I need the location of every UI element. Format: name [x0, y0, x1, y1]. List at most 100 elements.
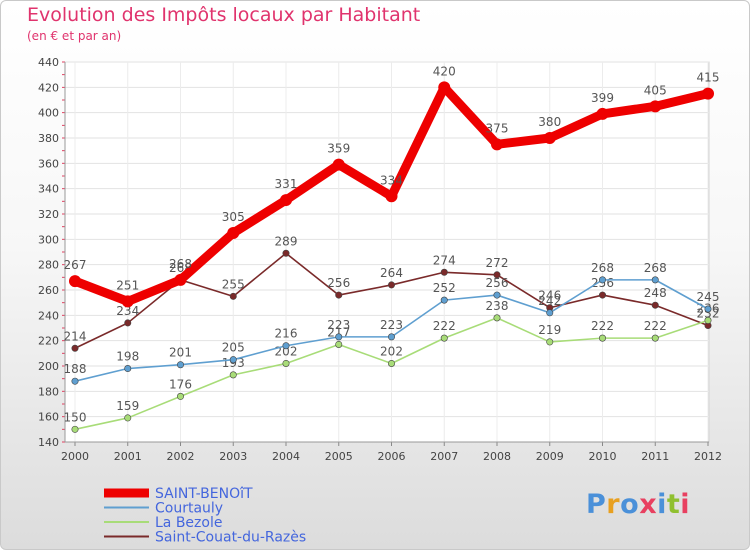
- series-point-0: [280, 194, 292, 207]
- series-point-2: [440, 334, 448, 342]
- data-label-3: 289: [275, 234, 298, 248]
- proxiti-logo: Proxiti: [586, 489, 690, 520]
- data-label-1: 205: [222, 341, 245, 355]
- y-tick-label: 160: [38, 411, 59, 424]
- series-point-3: [387, 281, 395, 289]
- data-label-1: 242: [538, 294, 561, 308]
- series-point-2: [124, 414, 132, 422]
- y-tick-label: 220: [38, 335, 59, 348]
- series-point-0: [491, 138, 503, 151]
- data-label-3: 246: [538, 289, 561, 303]
- data-label-3: 248: [644, 286, 667, 300]
- legend-label-1: Courtauly: [155, 501, 223, 517]
- data-label-0: 267: [64, 258, 87, 272]
- logo-letter: i: [680, 489, 691, 520]
- data-label-0: 415: [697, 71, 720, 85]
- y-tick-label: 380: [38, 132, 59, 145]
- y-tick-label: 260: [38, 284, 59, 297]
- x-tick-label: 2005: [325, 450, 353, 463]
- legend-label-0: SAINT-BENOîT: [155, 486, 253, 502]
- chart-title: Evolution des Impôts locaux par Habitant: [27, 4, 421, 26]
- series-point-1: [651, 276, 659, 284]
- series-point-1: [598, 276, 606, 284]
- logo-letter: r: [606, 489, 621, 520]
- series-point-3: [71, 344, 79, 352]
- series-point-2: [651, 334, 659, 342]
- data-label-3: 272: [486, 256, 509, 270]
- x-tick-label: 2009: [536, 450, 564, 463]
- series-point-3: [651, 301, 659, 309]
- y-tick-label: 280: [38, 259, 59, 272]
- data-label-1: 252: [433, 281, 456, 295]
- data-label-2: 222: [644, 319, 667, 333]
- y-tick-label: 180: [38, 385, 59, 398]
- x-tick-label: 2007: [430, 450, 458, 463]
- data-label-1: 268: [591, 261, 614, 275]
- series-point-1: [440, 296, 448, 304]
- data-label-1: 198: [116, 350, 139, 364]
- y-tick-label: 240: [38, 309, 59, 322]
- series-point-0: [174, 273, 187, 286]
- data-label-0: 405: [644, 83, 667, 97]
- data-label-0: 334: [380, 173, 403, 187]
- data-label-2: 176: [169, 377, 192, 391]
- y-tick-label: 420: [38, 81, 59, 94]
- data-label-3: 234: [116, 304, 139, 318]
- data-label-0: 380: [538, 115, 561, 129]
- series-point-3: [598, 291, 606, 299]
- series-point-0: [649, 100, 662, 113]
- x-tick-label: 2000: [61, 450, 89, 463]
- logo-letter: P: [586, 489, 607, 520]
- series-point-2: [71, 425, 79, 433]
- data-label-3: 214: [64, 329, 87, 343]
- x-tick-label: 2008: [483, 450, 511, 463]
- series-point-1: [704, 305, 712, 313]
- x-tick-label: 2012: [694, 450, 722, 463]
- data-label-3: 255: [222, 277, 245, 291]
- series-point-1: [282, 342, 290, 350]
- data-label-2: 222: [591, 319, 614, 333]
- series-point-3: [440, 268, 448, 276]
- x-tick-label: 2006: [378, 450, 406, 463]
- data-label-0: 268: [169, 257, 192, 271]
- series-point-1: [493, 291, 501, 299]
- data-label-0: 359: [327, 142, 350, 156]
- series-point-2: [177, 392, 185, 400]
- x-tick-label: 2003: [219, 450, 247, 463]
- data-label-1: 216: [275, 327, 298, 341]
- series-point-0: [385, 190, 398, 203]
- data-label-2: 150: [64, 410, 87, 424]
- series-point-2: [335, 340, 343, 348]
- y-tick-label: 200: [38, 360, 59, 373]
- data-label-0: 420: [433, 64, 456, 78]
- series-point-3: [124, 319, 132, 327]
- x-tick-label: 2001: [114, 450, 142, 463]
- x-tick-label: 2002: [167, 450, 195, 463]
- series-point-0: [543, 132, 556, 144]
- series-point-0: [69, 275, 81, 288]
- series-point-1: [229, 356, 237, 364]
- y-tick-label: 360: [38, 157, 59, 170]
- data-label-3: 274: [433, 253, 456, 267]
- series-point-2: [598, 334, 606, 342]
- series-point-2: [493, 314, 501, 322]
- data-label-2: 219: [538, 323, 561, 337]
- series-point-2: [546, 338, 554, 346]
- series-point-0: [121, 295, 134, 308]
- data-label-0: 305: [222, 210, 245, 224]
- series-point-0: [596, 107, 609, 120]
- chart-subtitle: (en € et par an): [27, 29, 122, 43]
- series-point-1: [546, 309, 554, 317]
- data-label-3: 232: [697, 306, 720, 320]
- data-label-1: 268: [644, 261, 667, 275]
- series-point-0: [332, 158, 345, 171]
- y-tick-label: 440: [38, 56, 59, 69]
- series-point-0: [227, 227, 240, 239]
- data-label-1: 223: [380, 318, 403, 332]
- y-tick-label: 300: [38, 233, 59, 246]
- series-point-3: [229, 292, 237, 300]
- data-label-3: 256: [327, 276, 350, 290]
- logo-letter: i: [657, 489, 667, 520]
